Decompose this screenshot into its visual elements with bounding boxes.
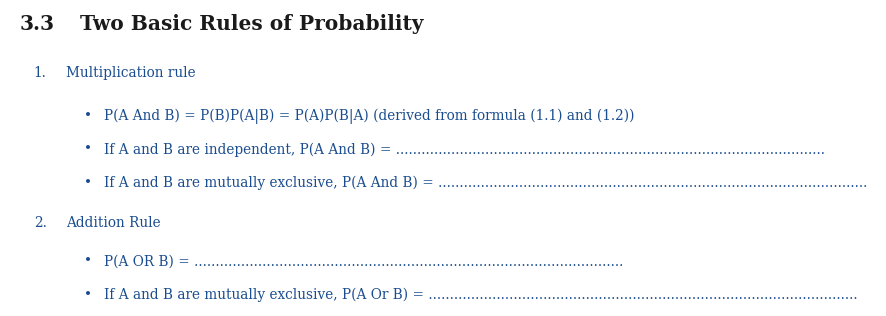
- Text: •: •: [84, 288, 92, 301]
- Text: If A and B are mutually exclusive, P(A And B) = ................................: If A and B are mutually exclusive, P(A A…: [104, 176, 867, 191]
- Text: •: •: [84, 142, 92, 156]
- Text: 2.: 2.: [34, 216, 47, 230]
- Text: If A and B are mutually exclusive, P(A Or B) = .................................: If A and B are mutually exclusive, P(A O…: [104, 288, 858, 302]
- Text: P(A And B) = P(B)P(A|B) = P(A)P(B|A) (derived from formula (1.1) and (1.2)): P(A And B) = P(B)P(A|B) = P(A)P(B|A) (de…: [104, 109, 634, 125]
- Text: •: •: [84, 109, 92, 123]
- Text: Two Basic Rules of Probability: Two Basic Rules of Probability: [80, 14, 424, 34]
- Text: 1.: 1.: [34, 66, 47, 80]
- Text: If A and B are independent, P(A And B) = .......................................: If A and B are independent, P(A And B) =…: [104, 142, 825, 157]
- Text: P(A OR B) = ....................................................................: P(A OR B) = ............................…: [104, 254, 623, 268]
- Text: •: •: [84, 254, 92, 268]
- Text: Multiplication rule: Multiplication rule: [66, 66, 196, 80]
- Text: 3.3: 3.3: [19, 14, 55, 34]
- Text: Addition Rule: Addition Rule: [66, 216, 161, 230]
- Text: •: •: [84, 176, 92, 190]
